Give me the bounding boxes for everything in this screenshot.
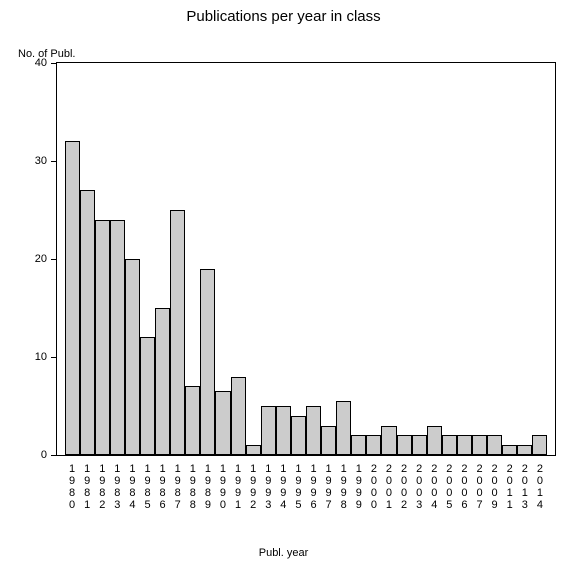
x-tick-label: 1 9 9 1: [231, 455, 246, 511]
x-tick-label: 2 0 0 7: [472, 455, 487, 511]
bar: [261, 406, 276, 455]
bar: [472, 435, 487, 455]
x-tick-label: 1 9 8 6: [155, 455, 170, 511]
bar: [336, 401, 351, 455]
x-tick-label: 1 9 9 3: [261, 455, 276, 511]
bar: [366, 435, 381, 455]
bar: [412, 435, 427, 455]
x-tick-label: 2 0 1 4: [532, 455, 547, 511]
x-tick-label: 2 0 0 1: [381, 455, 396, 511]
x-tick-label: 1 9 8 1: [80, 455, 95, 511]
x-tick-label: 2 0 1 3: [517, 455, 532, 511]
bar: [532, 435, 547, 455]
bar: [381, 426, 396, 455]
bar: [65, 141, 80, 455]
x-tick-label: 2 0 0 9: [487, 455, 502, 511]
bar: [80, 190, 95, 455]
bar: [427, 426, 442, 455]
bar: [442, 435, 457, 455]
x-tick-label: 1 9 9 0: [215, 455, 230, 511]
x-tick-label: 1 9 8 2: [95, 455, 110, 511]
chart-title: Publications per year in class: [0, 8, 567, 25]
bar: [351, 435, 366, 455]
x-tick-label: 1 9 9 5: [291, 455, 306, 511]
x-tick-label: 1 9 8 9: [200, 455, 215, 511]
x-tick-label: 1 9 8 8: [185, 455, 200, 511]
x-tick-label: 1 9 8 4: [125, 455, 140, 511]
bar: [397, 435, 412, 455]
bar: [321, 426, 336, 455]
bar: [95, 220, 110, 455]
bar: [200, 269, 215, 455]
x-tick-label: 1 9 9 7: [321, 455, 336, 511]
x-tick-label: 2 0 0 5: [442, 455, 457, 511]
bar: [185, 386, 200, 455]
x-tick-label: 1 9 9 2: [246, 455, 261, 511]
bar: [170, 210, 185, 455]
bar: [125, 259, 140, 455]
chart-container: Publications per year in class No. of Pu…: [0, 0, 567, 567]
x-tick-label: 2 0 0 0: [366, 455, 381, 511]
bar: [110, 220, 125, 455]
y-tick-label: 20: [35, 253, 57, 265]
plot-area: 010203040 1 9 8 01 9 8 11 9 8 21 9 8 31 …: [56, 62, 556, 456]
bar: [517, 445, 532, 455]
x-tick-label: 1 9 8 5: [140, 455, 155, 511]
bar: [306, 406, 321, 455]
bar: [231, 377, 246, 455]
y-tick-label: 10: [35, 351, 57, 363]
x-tick-label: 1 9 8 3: [110, 455, 125, 511]
bar: [291, 416, 306, 455]
x-axis-caption: Publ. year: [0, 547, 567, 559]
y-tick-label: 40: [35, 57, 57, 69]
x-tick-label: 1 9 9 4: [276, 455, 291, 511]
x-tick-label: 1 9 9 9: [351, 455, 366, 511]
bars-layer: [57, 63, 555, 455]
x-tick-label: 2 0 0 6: [457, 455, 472, 511]
bar: [276, 406, 291, 455]
bar: [457, 435, 472, 455]
bar: [502, 445, 517, 455]
bar: [155, 308, 170, 455]
bar: [246, 445, 261, 455]
x-tick-label: 2 0 0 4: [427, 455, 442, 511]
x-tick-label: 2 0 1 1: [502, 455, 517, 511]
bar: [215, 391, 230, 455]
x-tick-label: 2 0 0 3: [412, 455, 427, 511]
x-tick-label: 1 9 8 7: [170, 455, 185, 511]
x-tick-label: 1 9 9 6: [306, 455, 321, 511]
bar: [487, 435, 502, 455]
x-tick-label: 1 9 8 0: [65, 455, 80, 511]
bar: [140, 337, 155, 455]
y-tick-label: 30: [35, 155, 57, 167]
x-tick-label: 1 9 9 8: [336, 455, 351, 511]
x-tick-label: 2 0 0 2: [397, 455, 412, 511]
y-tick-label: 0: [41, 449, 57, 461]
